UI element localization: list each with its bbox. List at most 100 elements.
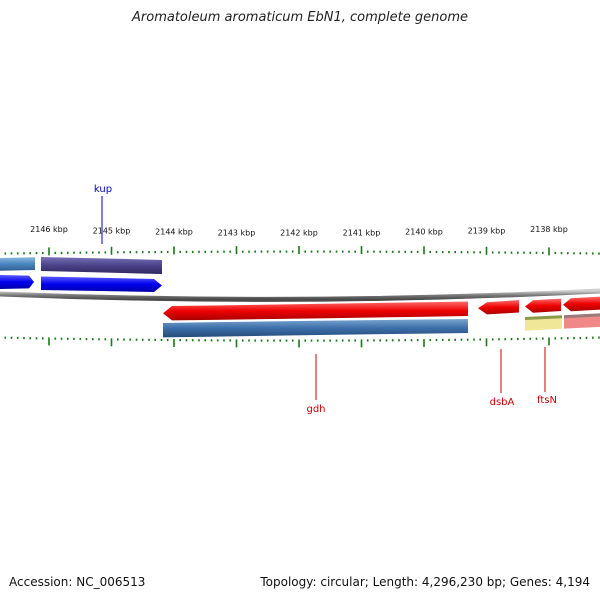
cds-feature-right-edge[interactable] (563, 296, 600, 312)
minor-tick (98, 251, 100, 254)
minor-tick (585, 252, 588, 255)
major-tick (110, 338, 113, 347)
minor-tick (129, 338, 131, 341)
minor-tick (373, 339, 375, 342)
minor-tick (341, 339, 344, 342)
tick-label: 2142 kbp (280, 229, 318, 238)
minor-tick (123, 251, 125, 254)
minor-tick (542, 337, 544, 340)
minor-tick (479, 338, 481, 341)
minor-tick (304, 339, 306, 342)
kup-cds-feature[interactable] (41, 276, 162, 293)
genome-backbone (0, 288, 600, 302)
minor-tick (373, 250, 375, 253)
minor-tick (441, 251, 444, 254)
minor-tick (585, 336, 588, 339)
minor-tick (504, 251, 506, 254)
minor-tick (473, 338, 475, 341)
major-tick (548, 337, 550, 346)
minor-tick (223, 339, 225, 342)
minor-tick (416, 250, 419, 253)
dsbA-cds-feature[interactable] (478, 300, 519, 315)
minor-tick (210, 250, 213, 253)
minor-tick (260, 339, 263, 342)
tick-label: 2140 kbp (405, 228, 443, 237)
major-tick (423, 246, 425, 255)
gene-right-edge-top-rim (564, 313, 600, 319)
minor-tick (592, 252, 594, 255)
minor-tick (73, 251, 75, 254)
minor-tick (273, 250, 275, 253)
minor-tick (79, 337, 82, 341)
minor-tick (517, 337, 519, 341)
cds-feature-left-edge[interactable] (0, 275, 34, 289)
major-tick (360, 339, 363, 348)
major-tick (485, 246, 488, 255)
major-tick (548, 247, 550, 256)
minor-tick (329, 339, 331, 342)
minor-tick (535, 337, 538, 340)
minor-tick (416, 339, 419, 342)
gdh-gene-feature[interactable] (163, 319, 468, 338)
minor-tick (67, 337, 69, 340)
minor-tick (254, 339, 256, 342)
minor-tick (429, 338, 431, 342)
accession-text: Accession: NC_006513 (9, 575, 146, 589)
minor-tick (241, 339, 244, 342)
minor-tick (117, 338, 119, 341)
minor-tick (29, 252, 31, 255)
minor-tick (466, 338, 469, 341)
minor-tick (148, 338, 150, 341)
minor-tick (135, 251, 138, 254)
major-tick (360, 246, 363, 255)
minor-tick (579, 252, 582, 255)
minor-tick (291, 339, 294, 342)
minor-tick (191, 250, 194, 253)
minor-tick (354, 339, 356, 342)
minor-tick (160, 338, 163, 342)
minor-tick (498, 251, 500, 254)
minor-tick (104, 338, 107, 341)
major-tick (48, 247, 50, 256)
minor-tick (98, 338, 100, 341)
gdh-cds-feature[interactable] (163, 301, 468, 321)
minor-tick (323, 250, 325, 253)
minor-tick (229, 250, 231, 253)
minor-tick (379, 250, 381, 253)
minor-tick (510, 251, 513, 254)
minor-tick (160, 250, 163, 254)
outer-tick-marks (4, 246, 600, 256)
minor-tick (198, 339, 200, 342)
minor-tick (560, 252, 563, 255)
minor-tick (554, 251, 557, 255)
minor-tick (460, 338, 463, 341)
minor-tick (229, 339, 231, 342)
minor-tick (310, 339, 313, 342)
minor-tick (35, 337, 38, 340)
minor-tick (266, 339, 269, 342)
minor-tick (148, 251, 150, 254)
minor-tick (266, 250, 269, 253)
minor-tick (4, 252, 7, 255)
minor-tick (223, 250, 225, 253)
minor-tick (341, 250, 344, 253)
minor-tick (166, 338, 169, 342)
minor-tick (310, 250, 313, 253)
minor-tick (429, 250, 431, 254)
minor-tick (16, 336, 19, 339)
minor-tick (460, 251, 463, 254)
minor-tick (466, 251, 469, 254)
minor-tick (73, 337, 75, 340)
minor-tick (4, 336, 7, 339)
minor-tick (16, 252, 19, 255)
kup-gene-feature[interactable] (41, 257, 162, 274)
minor-tick (410, 339, 413, 342)
minor-tick (260, 250, 263, 253)
minor-tick (391, 339, 394, 342)
ftsN-cds-feature[interactable] (525, 298, 561, 313)
gene-feature-left-edge[interactable] (0, 257, 35, 271)
minor-tick (348, 250, 350, 253)
major-tick (110, 246, 113, 255)
minor-tick (398, 339, 400, 342)
